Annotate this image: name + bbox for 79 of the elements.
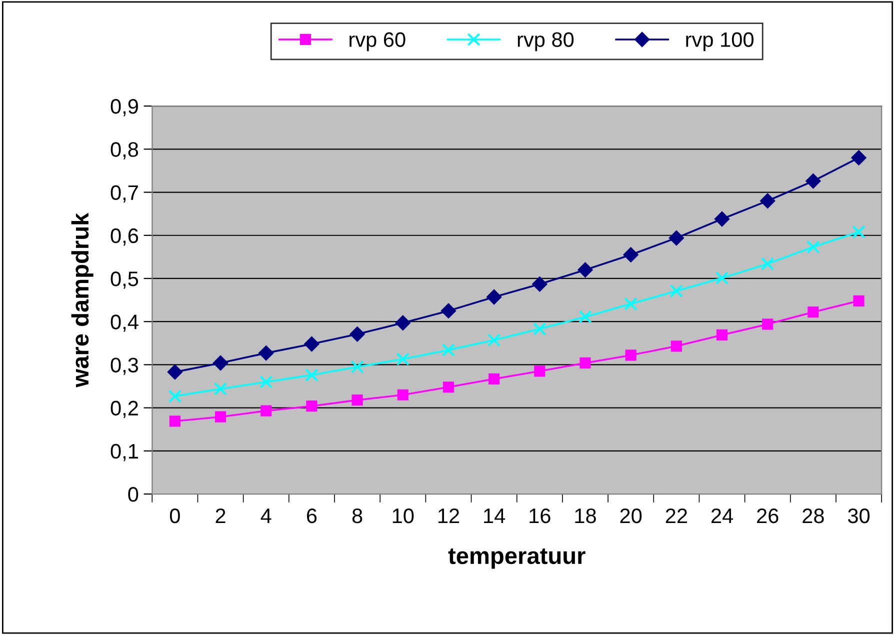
point	[623, 247, 638, 262]
x-tick-label: 8	[352, 508, 362, 524]
legend-label: rvp 60	[350, 32, 406, 52]
y-tick-label: 0,1	[110, 444, 138, 462]
point	[169, 416, 180, 427]
point	[578, 262, 593, 278]
point	[625, 350, 636, 361]
y-tick-label: 0,7	[110, 185, 138, 202]
x-tick-label: 14	[484, 508, 506, 524]
point	[396, 352, 410, 366]
point	[167, 364, 183, 380]
x-tick-label: 0	[170, 508, 180, 524]
point	[350, 326, 365, 342]
point	[306, 400, 318, 412]
point	[442, 382, 454, 393]
point	[761, 257, 774, 270]
point	[442, 343, 456, 357]
point	[851, 150, 866, 166]
x-tick-label: 26	[757, 508, 778, 524]
point	[852, 225, 866, 239]
point	[578, 310, 592, 324]
x-tick-label: 10	[392, 508, 414, 524]
point	[808, 306, 819, 318]
point	[668, 230, 684, 246]
x-tick-label: 16	[530, 508, 550, 524]
x-tick-label: 4	[260, 508, 272, 524]
point	[533, 322, 546, 336]
x-tick-label: 12	[438, 508, 460, 524]
x-tick-label: 22	[666, 508, 687, 524]
x-tick-label: 30	[848, 508, 870, 524]
point	[397, 389, 408, 400]
point	[534, 366, 546, 377]
point	[762, 318, 774, 330]
point	[806, 173, 821, 189]
y-tick-label: 0	[128, 487, 138, 502]
point	[214, 411, 226, 422]
x-tick-label: 28	[802, 508, 824, 524]
x-tick-label: 20	[620, 508, 642, 524]
y-tick-label: 0,6	[110, 228, 138, 246]
point	[670, 284, 684, 298]
point	[580, 357, 591, 369]
point	[440, 303, 456, 318]
point	[714, 211, 730, 227]
x-tick-label: 24	[711, 508, 733, 524]
point	[214, 382, 228, 396]
point	[488, 373, 500, 384]
y-tick-label: 0,4	[110, 314, 138, 332]
y-tick-label: 0,3	[110, 358, 138, 375]
point	[258, 345, 274, 361]
x-tick-label: 6	[306, 508, 317, 524]
x-tick-label: 2	[216, 508, 226, 524]
y-tick-label: 0,8	[110, 142, 138, 160]
y-axis-title: ware dampdruk	[71, 212, 94, 388]
x-tick-label: 18	[575, 508, 596, 524]
point	[806, 240, 820, 254]
point	[260, 405, 272, 416]
point	[853, 295, 864, 306]
point	[352, 394, 363, 406]
point	[350, 360, 364, 374]
y-tick-label: 0,9	[110, 99, 138, 116]
legend-label: rvp 80	[518, 32, 574, 52]
point	[168, 390, 182, 403]
point	[715, 271, 729, 285]
x-axis-title: temperatuur	[448, 548, 586, 569]
point	[670, 340, 682, 352]
point	[760, 193, 776, 208]
legend-label: rvp 100	[686, 32, 754, 52]
point	[260, 375, 273, 389]
point	[304, 336, 320, 352]
y-tick-label: 0,2	[110, 400, 138, 418]
point	[486, 289, 502, 305]
point	[305, 368, 318, 382]
point	[532, 276, 548, 292]
y-tick-label: 0,5	[110, 271, 138, 289]
point	[487, 334, 501, 347]
point	[212, 355, 228, 371]
point	[624, 297, 638, 311]
point	[716, 329, 728, 341]
point	[395, 315, 410, 330]
